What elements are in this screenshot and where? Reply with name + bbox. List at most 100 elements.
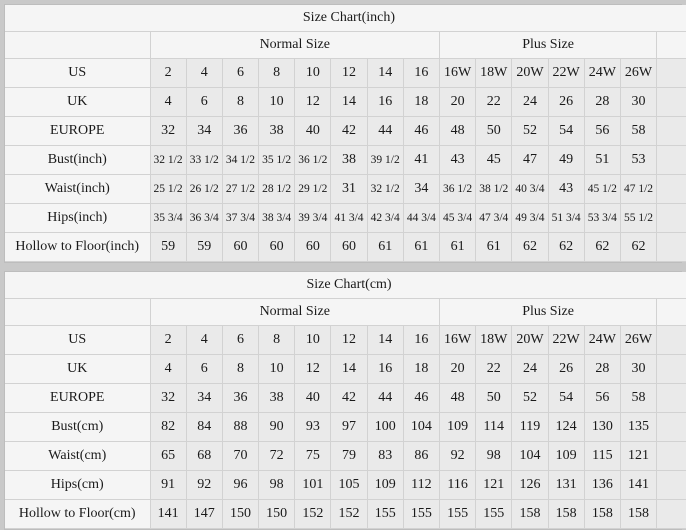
table-row: UK 4 6 8 10 12 14 16 18 20 22 24 26 28 30	[5, 354, 686, 384]
row-trailing-spacer	[656, 145, 686, 175]
table-cell: 61	[366, 232, 404, 262]
table-cell: 8	[258, 325, 296, 355]
table-cell: 88	[221, 412, 260, 442]
table-cell: 22	[475, 87, 513, 117]
table-cell: 12	[294, 354, 332, 384]
table-cell: 38	[258, 383, 296, 413]
table-cell: 42 3/4	[366, 203, 404, 233]
table-cell: 62	[511, 232, 549, 262]
table-cell: 121	[475, 470, 513, 500]
table-cell: 62	[583, 232, 621, 262]
table-cell: 20W	[511, 58, 549, 88]
table-cell: 40	[294, 116, 332, 146]
table-cell: 53 3/4	[583, 203, 621, 233]
table-cell: 98	[475, 441, 513, 471]
table-cell: 136	[583, 470, 621, 500]
table-cell: 75	[294, 441, 332, 471]
row-trailing-spacer	[656, 203, 686, 233]
table-cell: 60	[258, 232, 296, 262]
row-trailing-spacer	[656, 325, 686, 355]
table-cell: 109	[366, 470, 404, 500]
row-label: EUROPE	[5, 383, 151, 413]
table-cell: 158	[511, 499, 549, 529]
table-cell: 16	[366, 87, 404, 117]
table-cell: 6	[221, 325, 260, 355]
table-cell: 155	[366, 499, 404, 529]
table-cell: 22	[475, 354, 513, 384]
size-chart-cm: Size Chart(cm) Normal Size Plus Size US 2 4 6 8…	[4, 271, 686, 530]
table-cell: 100	[366, 412, 404, 442]
size-table-inch: Size Chart(inch) Normal Size Plus Size US 2 4…	[5, 5, 686, 262]
table-cell: 112	[402, 470, 441, 500]
table-cell: 30	[619, 87, 658, 117]
table-cell: 79	[330, 441, 368, 471]
table-cell: 155	[438, 499, 477, 529]
table-cell: 37 3/4	[221, 203, 260, 233]
table-cell: 18	[402, 87, 441, 117]
table-cell: 68	[185, 441, 223, 471]
table-cell: 61	[475, 232, 513, 262]
table-cell: 10	[258, 354, 296, 384]
table-cell: 54	[547, 116, 585, 146]
table-cell: 8	[221, 354, 260, 384]
table-cell: 14	[366, 58, 404, 88]
table-cell: 93	[294, 412, 332, 442]
table-cell: 72	[258, 441, 296, 471]
table-cell: 31	[330, 174, 368, 204]
table-cell: 16W	[438, 58, 477, 88]
chart-title-row: Size Chart(inch)	[5, 5, 686, 32]
table-cell: 46	[402, 383, 441, 413]
table-cell: 10	[294, 325, 332, 355]
table-cell: 29 1/2	[294, 174, 332, 204]
table-cell: 32	[149, 116, 187, 146]
table-cell: 12	[294, 87, 332, 117]
table-separator	[0, 263, 686, 271]
group-header-normal-size: Normal Size	[149, 31, 440, 59]
table-row: Hollow to Floor(inch) 59 59 60 60 60 60 61 61 61 6…	[5, 232, 686, 262]
table-cell: 147	[185, 499, 223, 529]
table-cell: 27 1/2	[221, 174, 260, 204]
table-cell: 152	[294, 499, 332, 529]
table-cell: 36 1/2	[438, 174, 477, 204]
table-cell: 58	[619, 116, 658, 146]
row-label: Hollow to Floor(inch)	[5, 232, 151, 262]
table-cell: 16	[402, 325, 441, 355]
table-cell: 22W	[547, 325, 585, 355]
table-cell: 33 1/2	[185, 145, 223, 175]
table-cell: 26	[547, 354, 585, 384]
table-cell: 39 1/2	[366, 145, 404, 175]
table-cell: 47	[511, 145, 549, 175]
table-cell: 59	[149, 232, 187, 262]
table-cell: 98	[258, 470, 296, 500]
table-cell: 32 1/2	[149, 145, 187, 175]
table-cell: 34	[402, 174, 441, 204]
table-cell: 60	[330, 232, 368, 262]
table-cell: 155	[402, 499, 441, 529]
table-cell: 14	[330, 354, 368, 384]
table-row: Hollow to Floor(cm) 141 147 150 150 152 152 155…	[5, 499, 686, 529]
table-cell: 46	[402, 116, 441, 146]
table-cell: 8	[258, 58, 296, 88]
table-row: EUROPE 32 34 36 38 40 42 44 46 48 50 52 54 56 58	[5, 383, 686, 413]
table-cell: 131	[547, 470, 585, 500]
table-row: EUROPE 32 34 36 38 40 42 44 46 48 50 52 54 56 58	[5, 116, 686, 146]
row-label: Waist(inch)	[5, 174, 151, 204]
table-cell: 49	[547, 145, 585, 175]
table-cell: 10	[258, 87, 296, 117]
table-row: Waist(inch) 25 1/2 26 1/2 27 1/2 28 1/2 29 1/…	[5, 174, 686, 204]
table-cell: 2	[149, 58, 187, 88]
table-cell: 82	[149, 412, 187, 442]
table-cell: 24	[511, 87, 549, 117]
table-cell: 16	[366, 354, 404, 384]
table-cell: 53	[619, 145, 658, 175]
table-cell: 45	[475, 145, 513, 175]
table-cell: 20	[438, 87, 477, 117]
table-row: US 2 4 6 8 10 12 14 16 16W 18W 20W 22W 24W 26W	[5, 58, 686, 88]
table-cell: 59	[185, 232, 223, 262]
table-cell: 14	[330, 87, 368, 117]
table-cell: 104	[511, 441, 549, 471]
table-row: Waist(cm) 65 68 70 72 75 79 83 86 92 98 104 109 115 12…	[5, 441, 686, 471]
table-cell: 56	[583, 116, 621, 146]
table-cell: 62	[619, 232, 658, 262]
table-cell: 83	[366, 441, 404, 471]
